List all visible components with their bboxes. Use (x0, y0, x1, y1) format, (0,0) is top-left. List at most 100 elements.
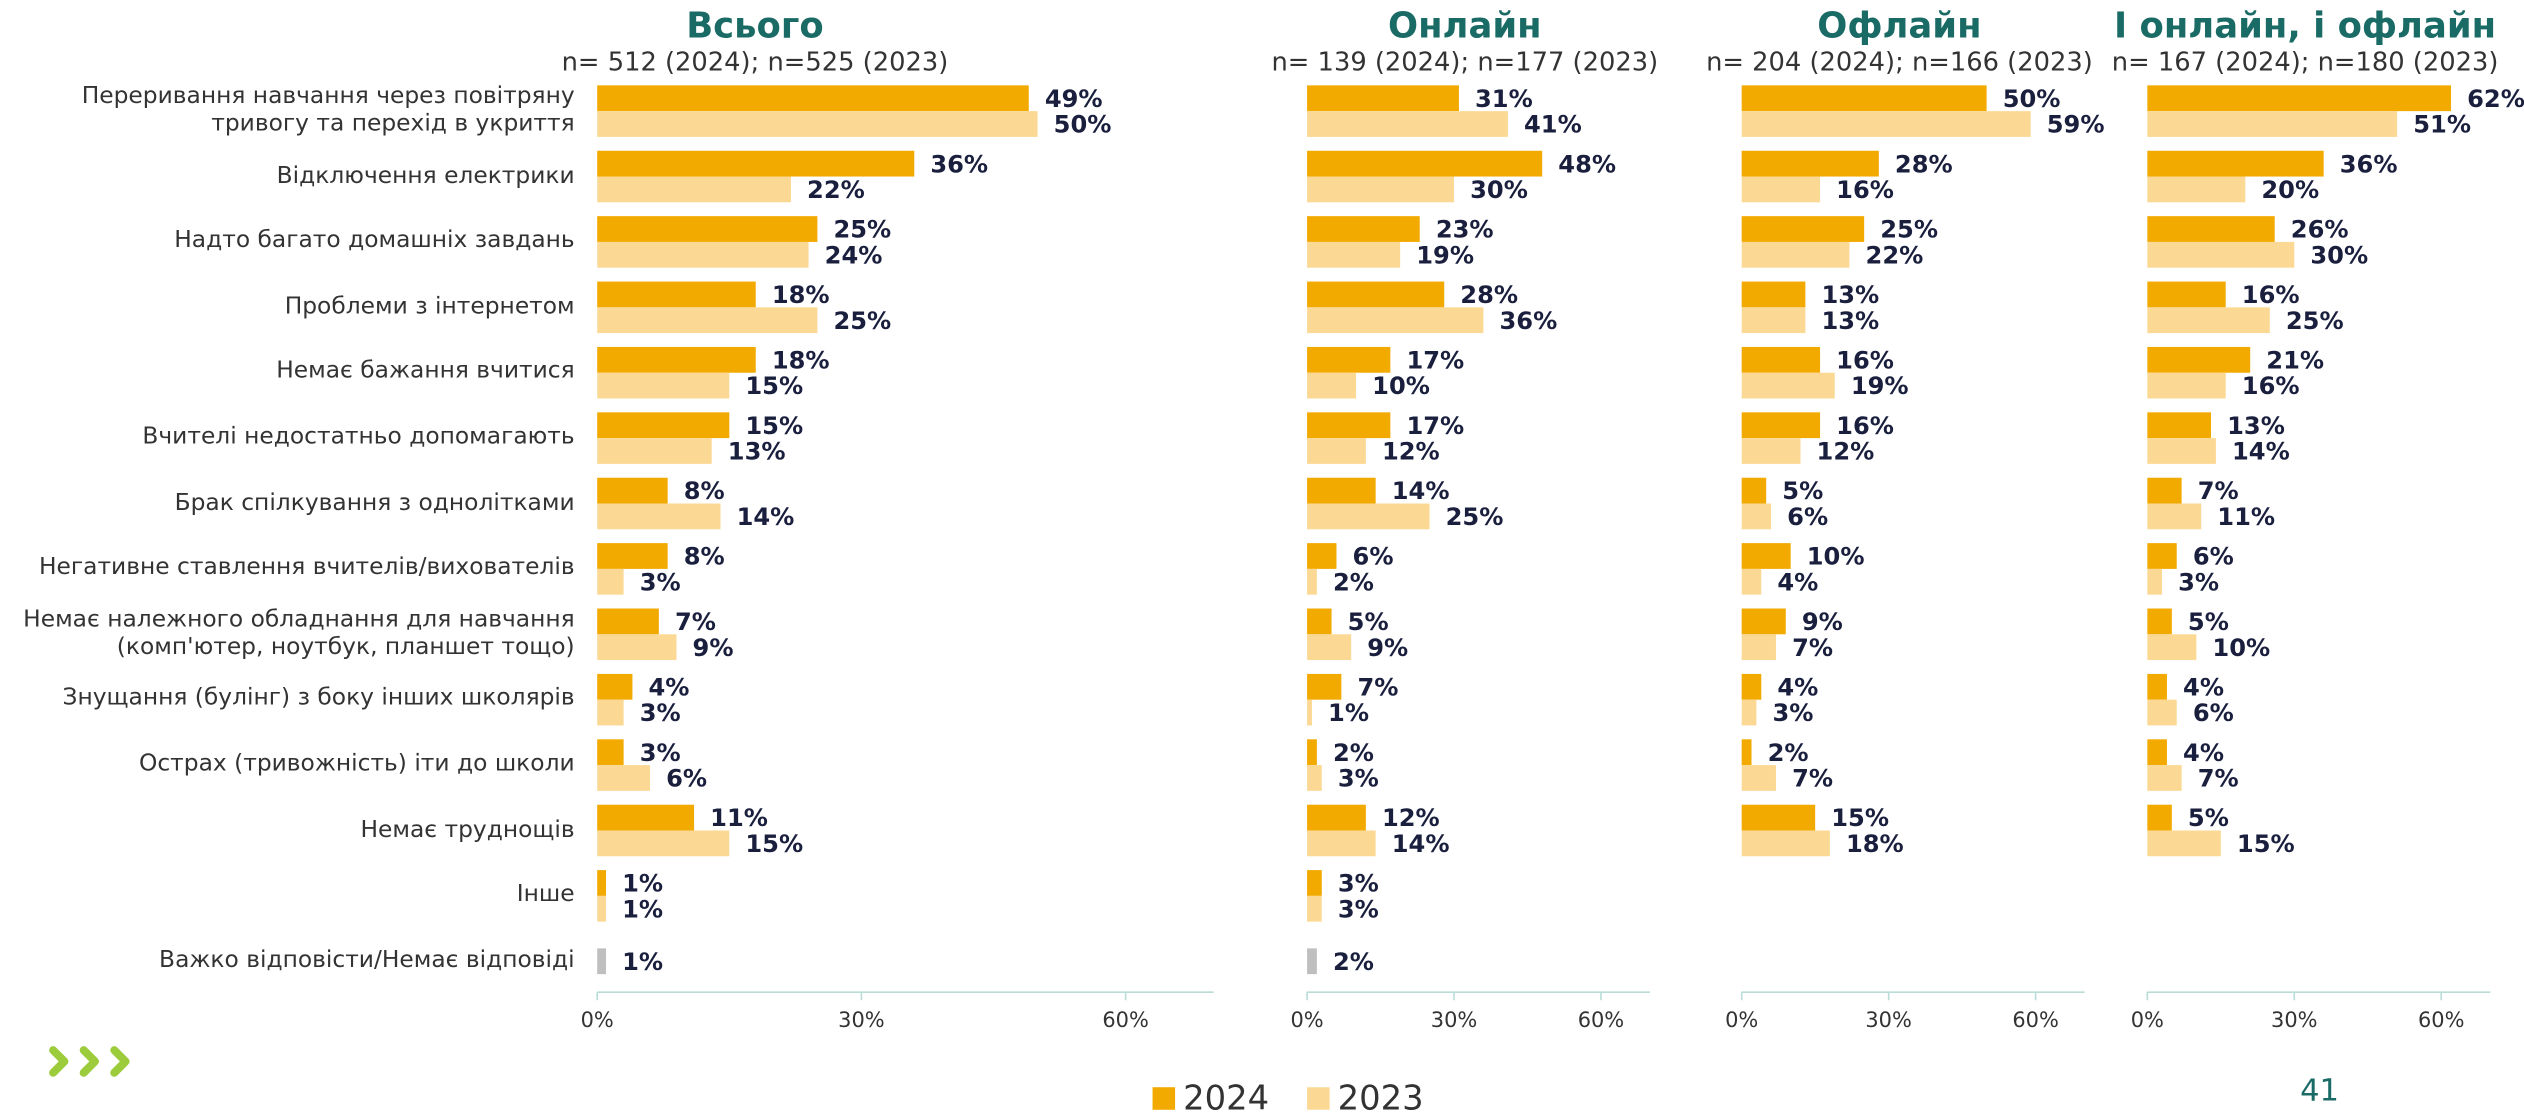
bar (2147, 634, 2197, 661)
value-label: 23% (1436, 216, 1494, 244)
bar (1741, 307, 1806, 334)
bar (1307, 739, 1317, 766)
bar (597, 765, 651, 791)
value-label: 12% (1817, 438, 1875, 466)
value-label: 15% (2237, 830, 2295, 858)
bar (1741, 111, 2031, 137)
value-label: 6% (1353, 543, 1394, 571)
bar (2147, 673, 2167, 700)
value-label: 5% (2188, 608, 2229, 636)
x-tick-label: 60% (1578, 1008, 1625, 1032)
value-label: 10% (1372, 372, 1430, 400)
bar (2147, 804, 2172, 831)
bar (1307, 477, 1376, 504)
value-label: 25% (1446, 503, 1504, 531)
bar (2147, 150, 2324, 177)
category-label: Вчителі недостатньо допомагають (142, 424, 575, 451)
bar (597, 948, 607, 975)
bar (597, 150, 915, 177)
page-number: 41 (2300, 1074, 2339, 1109)
value-label: 13% (1821, 281, 1879, 309)
value-label: 3% (640, 699, 681, 727)
category-label: Знущання (булінг) з боку інших школярів (62, 685, 575, 712)
bar (1307, 85, 1459, 112)
category-label: Негативне ставлення вчителів/вихователів (38, 555, 575, 581)
bar (597, 438, 712, 464)
bar (2147, 830, 2221, 857)
bar (597, 503, 721, 530)
bar (1741, 830, 1830, 857)
value-label: 25% (1880, 216, 1938, 244)
bar (1741, 673, 1762, 700)
bar (1307, 870, 1322, 896)
bar (1307, 765, 1322, 791)
value-label: 1% (622, 870, 663, 898)
bar (1741, 634, 1776, 661)
value-label: 50% (2003, 85, 2061, 113)
bar (597, 412, 730, 439)
panel-subtitle: n= 512 (2024); n=525 (2023) (562, 47, 949, 77)
bar (597, 739, 624, 766)
bar (2147, 438, 2216, 464)
bar (1307, 150, 1543, 177)
value-label: 17% (1406, 412, 1464, 440)
value-label: 7% (1792, 634, 1833, 662)
bar (1307, 111, 1508, 137)
value-label: 49% (1045, 85, 1103, 113)
x-tick-label: 30% (1431, 1008, 1478, 1032)
bar (1741, 543, 1791, 569)
bar (2147, 111, 2398, 137)
bar (1307, 241, 1401, 268)
value-label: 17% (1406, 346, 1464, 374)
category-label: Проблеми з інтернетом (284, 293, 575, 320)
bar (1741, 412, 1821, 439)
value-label: 5% (1348, 608, 1389, 636)
value-label: 30% (2310, 241, 2368, 269)
value-label: 36% (2340, 150, 2398, 178)
bar (1307, 176, 1455, 203)
value-label: 59% (2047, 111, 2105, 139)
value-label: 25% (833, 307, 891, 335)
value-label: 6% (2193, 699, 2234, 727)
value-label: 7% (1357, 673, 1398, 701)
panel-title: Онлайн (1388, 5, 1542, 46)
bar (2147, 216, 2275, 242)
bar (597, 477, 668, 504)
panel-title: Офлайн (1817, 5, 1981, 46)
bar (1741, 608, 1786, 635)
x-tick-label: 30% (838, 1008, 885, 1032)
bar (1307, 307, 1484, 334)
value-label: 62% (2467, 85, 2524, 113)
value-label: 8% (684, 477, 725, 505)
category-label: Острах (тривожність) іти до школи (138, 751, 575, 778)
x-tick-label: 0% (581, 1008, 614, 1032)
value-label: 28% (1460, 281, 1518, 309)
bar (1307, 412, 1391, 439)
bar (597, 608, 659, 635)
bar (597, 85, 1029, 112)
category-label: Переривання навчання через повітряну три… (81, 83, 575, 137)
bar (1741, 372, 1835, 399)
bar (597, 176, 791, 203)
category-label: Надто багато домашніх завдань (174, 228, 575, 254)
bar (597, 216, 818, 242)
bar (597, 372, 730, 399)
bar (2147, 699, 2177, 726)
bar (597, 634, 677, 661)
value-label: 14% (737, 503, 795, 531)
value-label: 24% (825, 241, 883, 269)
bar (1307, 673, 1342, 700)
bar (2147, 176, 2246, 203)
bar (1741, 346, 1821, 373)
value-label: 8% (684, 543, 725, 571)
value-label: 9% (693, 634, 734, 662)
bar (1741, 216, 1865, 242)
value-label: 21% (2266, 346, 2324, 374)
bar (1307, 804, 1366, 831)
value-label: 20% (2261, 176, 2319, 204)
bar (1307, 830, 1376, 857)
value-label: 13% (1821, 307, 1879, 335)
value-label: 22% (807, 176, 865, 204)
panel-subtitle: n= 139 (2024); n=177 (2023) (1272, 47, 1659, 77)
